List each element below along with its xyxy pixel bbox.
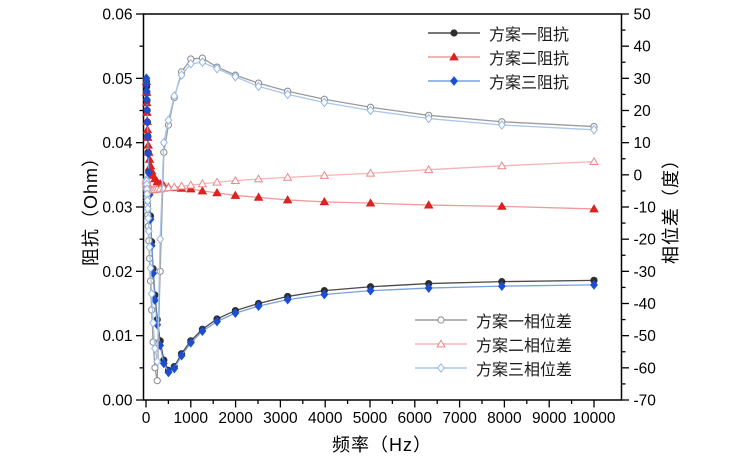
legend-label: 方案三相位差 [476, 362, 573, 379]
left-tick-label: 0.04 [102, 135, 133, 152]
x-axis-title: 频率（Hz） [332, 435, 432, 455]
left-tick-label: 0.03 [102, 200, 132, 217]
x-tick-label: 2000 [218, 410, 253, 427]
x-tick-label: 6000 [398, 410, 433, 427]
legend-item-方案二阻抗: 方案二阻抗 [428, 45, 569, 69]
right-tick-label: -30 [634, 264, 657, 281]
right-tick-label: 30 [634, 71, 652, 88]
left-axis-title: 阻抗（Ohm） [81, 148, 101, 267]
legend-item-方案三相位差: 方案三相位差 [415, 356, 572, 380]
left-tick-label: 0.00 [102, 393, 133, 410]
x-tick-label: 0 [142, 410, 151, 427]
legend-label: 方案三阻抗 [489, 75, 570, 92]
right-tick-label: -70 [634, 393, 657, 410]
right-tick-label: 20 [634, 103, 652, 120]
series-方案二相位差 [141, 156, 599, 194]
x-tick-label: 3000 [263, 410, 298, 427]
legend-item-方案三阻抗: 方案三阻抗 [428, 69, 569, 93]
right-tick-label: -60 [634, 360, 657, 377]
x-tick-label: 7000 [442, 410, 477, 427]
right-tick-label: -20 [634, 232, 657, 249]
x-tick-label: 10000 [572, 410, 615, 427]
legend-label: 方案一相位差 [476, 314, 573, 331]
legend-impedance: 方案一阻抗方案二阻抗方案三阻抗 [428, 21, 569, 93]
right-axis-title: 相位差（度） [661, 150, 681, 264]
circle-marker-icon [415, 316, 467, 324]
x-tick-label: 1000 [174, 410, 209, 427]
right-tick-label: -50 [634, 328, 657, 345]
diamond-marker-icon [428, 76, 480, 86]
series-方案二阻抗 [141, 76, 599, 213]
right-tick-label: -10 [634, 200, 657, 217]
legend-label: 方案二相位差 [476, 338, 573, 355]
left-tick-label: 0.05 [102, 71, 132, 88]
legend-phase: 方案一相位差 方案二相位差 方案三相位差 [415, 308, 572, 380]
left-tick-label: 0.01 [102, 328, 132, 345]
legend-item-方案二相位差: 方案二相位差 [415, 332, 572, 356]
right-tick-label: 40 [634, 39, 652, 56]
x-tick-label: 8000 [487, 410, 522, 427]
legend-label: 方案二阻抗 [489, 51, 570, 68]
x-tick-label: 5000 [353, 410, 388, 427]
x-tick-label: 4000 [308, 410, 343, 427]
left-tick-label: 0.06 [102, 7, 132, 24]
right-tick-label: 0 [634, 167, 643, 184]
x-tick-label: 9000 [532, 410, 567, 427]
diamond-marker-icon [415, 363, 467, 373]
right-tick-label: 10 [634, 135, 652, 152]
legend-label: 方案一阻抗 [489, 27, 570, 44]
legend-item-方案一相位差: 方案一相位差 [415, 308, 572, 332]
series-方案三相位差 [142, 57, 598, 367]
left-tick-label: 0.02 [102, 264, 132, 281]
triangle-marker-icon [415, 339, 467, 348]
right-tick-label: -40 [634, 296, 657, 313]
legend-item-方案一阻抗: 方案一阻抗 [428, 21, 569, 45]
circle-marker-icon [428, 29, 480, 37]
triangle-marker-icon [428, 52, 480, 61]
right-tick-label: 50 [634, 7, 652, 24]
